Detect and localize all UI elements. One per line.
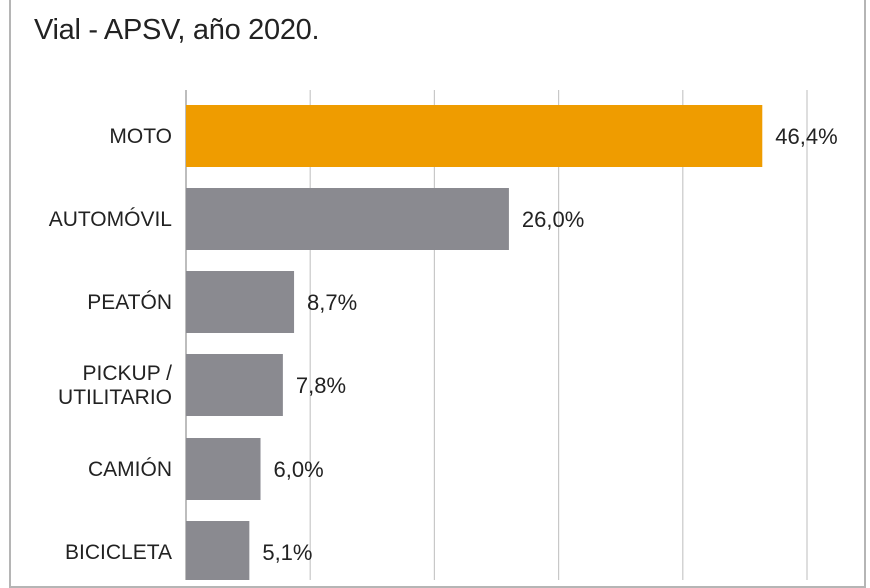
chart-title: Vial - APSV, año 2020. <box>34 14 320 46</box>
bar <box>186 188 509 250</box>
bar <box>186 438 261 500</box>
value-label: 8,7% <box>307 290 357 315</box>
category-label: UTILITARIO <box>58 386 172 409</box>
value-label: 5,1% <box>262 540 312 565</box>
value-label: 6,0% <box>274 457 324 482</box>
value-label: 26,0% <box>522 207 584 232</box>
category-label: PICKUP / <box>83 362 173 385</box>
bar <box>186 354 283 416</box>
value-label: 46,4% <box>775 124 837 149</box>
bar <box>186 521 250 580</box>
bar <box>186 105 763 167</box>
value-label: 7,8% <box>296 373 346 398</box>
category-label: BICICLETA <box>65 541 172 564</box>
category-label: CAMIÓN <box>88 458 172 481</box>
bar <box>186 271 295 333</box>
category-label: AUTOMÓVIL <box>49 208 172 231</box>
category-label: MOTO <box>109 125 172 148</box>
chart-frame <box>9 0 866 588</box>
category-label: PEATÓN <box>87 291 172 314</box>
